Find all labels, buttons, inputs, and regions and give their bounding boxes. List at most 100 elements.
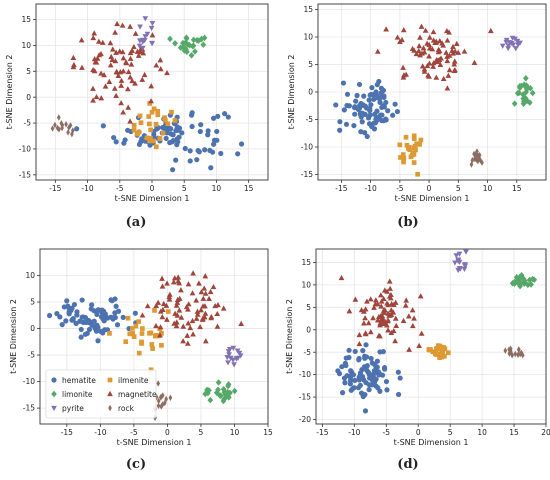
data-point: [151, 138, 156, 144]
plot-frame: [39, 248, 269, 425]
data-point: [527, 84, 534, 92]
panel-caption: (a): [126, 215, 147, 230]
data-point: [402, 302, 409, 308]
data-point: [55, 124, 60, 132]
data-point: [119, 22, 126, 28]
data-point: [411, 136, 417, 141]
data-point: [123, 59, 129, 65]
data-point: [100, 316, 106, 322]
data-point: [463, 249, 469, 255]
data-point: [190, 42, 197, 49]
data-point: [190, 270, 196, 276]
data-point: [60, 124, 64, 132]
x-axis-label: t-SNE Dimension 1: [115, 194, 190, 203]
data-point: [175, 274, 182, 280]
data-point: [444, 57, 451, 64]
data-point: [222, 389, 228, 396]
y-tick-label: 15: [301, 258, 311, 267]
data-point: [366, 97, 372, 103]
data-point: [164, 395, 168, 403]
data-point: [363, 342, 369, 348]
data-point: [131, 43, 137, 50]
data-point: [531, 276, 538, 283]
data-point: [417, 34, 423, 40]
data-point: [335, 368, 341, 374]
data-point: [100, 123, 106, 129]
data-point: [123, 339, 129, 345]
data-point: [172, 118, 178, 123]
data-point: [425, 72, 431, 78]
data-point: [516, 351, 520, 359]
y-tick-label: 10: [301, 280, 311, 289]
data-point: [184, 48, 190, 55]
data-point: [125, 104, 132, 110]
data-point: [170, 279, 177, 285]
data-point: [359, 110, 365, 116]
data-point: [166, 296, 173, 302]
data-point: [395, 369, 401, 375]
data-point: [375, 95, 381, 101]
data-point: [403, 134, 409, 140]
x-tick-label: 15: [244, 184, 254, 193]
data-point: [370, 373, 376, 379]
data-point: [383, 26, 389, 32]
data-point: [118, 100, 124, 106]
series-limonite: [509, 271, 538, 290]
data-point: [371, 304, 377, 310]
x-tick-label: 5: [182, 184, 187, 193]
series-ilmenite: [397, 133, 424, 177]
data-point: [361, 93, 367, 99]
data-point: [378, 303, 385, 309]
data-point: [169, 139, 175, 145]
data-point: [516, 89, 522, 97]
data-point: [392, 338, 398, 344]
legend-marker-hematite: [51, 377, 57, 383]
data-point: [156, 397, 161, 405]
data-point: [434, 58, 441, 64]
data-point: [443, 49, 450, 55]
data-point: [506, 40, 513, 46]
data-point: [220, 397, 227, 405]
data-point: [54, 311, 60, 317]
data-point: [365, 369, 371, 375]
data-point: [231, 387, 238, 395]
data-point: [356, 331, 363, 338]
data-point: [225, 114, 231, 120]
legend-label-hematite: hematite: [62, 376, 96, 385]
data-point: [155, 112, 161, 118]
data-point: [205, 128, 211, 134]
data-point: [411, 160, 417, 165]
legend-marker-rock: [108, 404, 112, 412]
data-point: [377, 322, 383, 328]
data-point: [70, 130, 74, 138]
y-axis-label: t-SNE Dimension 2: [287, 55, 296, 130]
data-point: [149, 41, 155, 47]
data-point: [474, 156, 479, 163]
data-point: [392, 101, 398, 107]
data-point: [471, 59, 478, 65]
y-tick-label: -10: [299, 370, 311, 379]
data-point: [156, 402, 161, 410]
data-point: [127, 23, 133, 29]
data-point: [377, 99, 383, 105]
data-point: [238, 320, 245, 327]
data-point: [520, 95, 527, 102]
data-point: [218, 150, 224, 157]
data-point: [160, 130, 166, 136]
data-point: [208, 165, 214, 171]
data-point: [360, 348, 366, 354]
data-point: [416, 43, 423, 49]
data-point: [112, 29, 118, 35]
data-point: [381, 364, 388, 371]
data-point: [346, 308, 353, 314]
data-point: [362, 130, 368, 136]
legend-label-pyrite: pyrite: [62, 404, 84, 413]
data-point: [153, 121, 159, 127]
data-point: [439, 348, 444, 353]
data-point: [182, 145, 188, 152]
data-point: [207, 147, 213, 153]
y-axis-label: t-SNE Dimension 2: [285, 299, 294, 374]
data-point: [400, 152, 406, 157]
x-tick-label: 15: [512, 184, 522, 193]
data-point: [430, 349, 436, 355]
